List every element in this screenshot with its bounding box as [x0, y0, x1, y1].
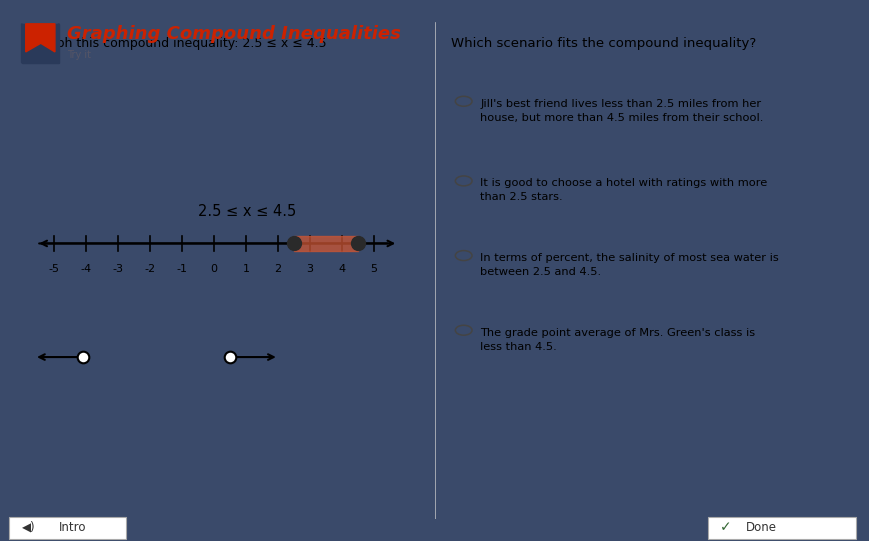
Bar: [708, 517, 856, 539]
Text: -4: -4: [81, 264, 91, 274]
Text: ✓: ✓: [720, 520, 731, 535]
Text: Graph this compound inequality: 2.5 ≤ x ≤ 4.5: Graph this compound inequality: 2.5 ≤ x …: [34, 37, 327, 50]
Text: Jill's best friend lives less than 2.5 miles from her
house, but more than 4.5 m: Jill's best friend lives less than 2.5 m…: [481, 99, 764, 123]
Text: It is good to choose a hotel with ratings with more
than 2.5 stars.: It is good to choose a hotel with rating…: [481, 179, 767, 202]
Polygon shape: [26, 24, 55, 52]
Text: -5: -5: [49, 264, 59, 274]
Text: 0: 0: [210, 264, 217, 274]
Text: 4: 4: [339, 264, 346, 274]
Text: -1: -1: [176, 264, 188, 274]
Text: 2: 2: [275, 264, 282, 274]
Text: 1: 1: [242, 264, 249, 274]
Text: Intro: Intro: [59, 521, 87, 534]
Text: 2.5 ≤ x ≤ 4.5: 2.5 ≤ x ≤ 4.5: [198, 204, 296, 219]
Text: Graphing Compound Inequalities: Graphing Compound Inequalities: [68, 25, 401, 43]
Text: -3: -3: [112, 264, 123, 274]
Bar: [9, 517, 126, 539]
Text: -2: -2: [144, 264, 156, 274]
Polygon shape: [22, 24, 59, 63]
Point: [287, 239, 301, 248]
Text: Done: Done: [746, 521, 777, 534]
Point: [76, 353, 90, 361]
Point: [223, 353, 237, 361]
Text: ◀): ◀): [22, 521, 36, 534]
Text: Try it: Try it: [68, 50, 91, 61]
Text: In terms of percent, the salinity of most sea water is
between 2.5 and 4.5.: In terms of percent, the salinity of mos…: [481, 253, 779, 277]
Text: The grade point average of Mrs. Green's class is
less than 4.5.: The grade point average of Mrs. Green's …: [481, 328, 755, 352]
Point: [351, 239, 365, 248]
Text: 5: 5: [370, 264, 378, 274]
Text: 3: 3: [307, 264, 314, 274]
Bar: [22, 24, 59, 63]
Text: Which scenario fits the compound inequality?: Which scenario fits the compound inequal…: [451, 37, 756, 50]
